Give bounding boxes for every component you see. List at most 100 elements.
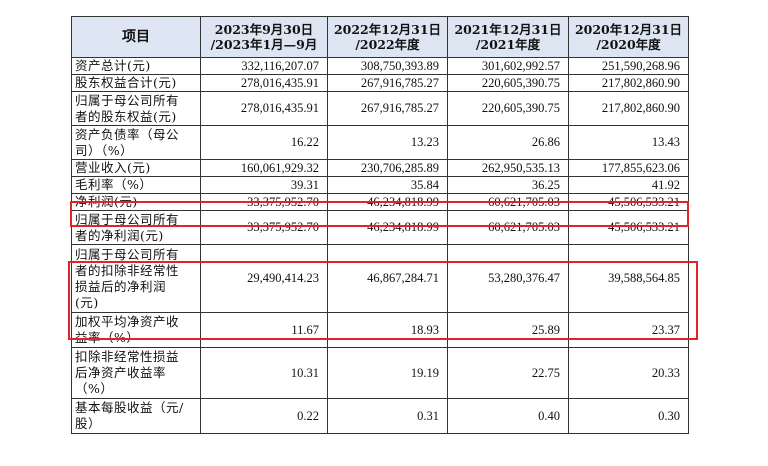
row-label-line: 归属于母公司所有 xyxy=(75,92,180,108)
row-label: 股东权益合计(元) xyxy=(71,74,201,92)
value-cell: 0.31 xyxy=(327,398,448,434)
value-cell: 46,234,818.99 xyxy=(327,193,448,211)
header-2021: 2021年12月31日/2021年度 xyxy=(447,16,569,58)
table-row: 资产负债率（母公 司）（%） 16.22 13.23 26.86 13.43 xyxy=(71,125,689,160)
table-row: 归属于母公司所有 者的扣除非经常性 损益后的净利润 (元) 29,490,414.23 4… xyxy=(71,244,689,313)
value-cell: 26.86 xyxy=(447,125,569,160)
row-label-line: 加权平均净资产收 xyxy=(75,314,180,329)
value-cell: 220,605,390.75 xyxy=(447,74,569,92)
row-label: 净利润(元) xyxy=(71,193,201,211)
table-row: 基本每股收益（元/股） 0.22 0.31 0.40 0.30 xyxy=(71,398,689,434)
value-cell: 36.25 xyxy=(447,176,569,194)
table-row: 净利润(元) 33,375,952.70 46,234,818.99 60,621,7… xyxy=(71,193,689,211)
row-label: 扣除非经常性损益 后净资产收益率 （%） xyxy=(71,347,201,399)
value-cell: 220,605,390.75 xyxy=(447,91,569,126)
value-cell: 45,506,533.21 xyxy=(568,193,689,211)
table-row: 归属于母公司所有 者的净利润(元) 33,375,952.70 46,234,818.… xyxy=(71,210,689,245)
value-cell: 29,490,414.23 xyxy=(200,244,328,313)
row-label-line: 司）（%） xyxy=(75,142,134,158)
row-label-line: 者的净利润(元) xyxy=(75,227,164,243)
value-cell: 20.33 xyxy=(568,347,689,399)
value-cell: 217,802,860.90 xyxy=(568,91,689,126)
row-label-line: 损益后的净利润 xyxy=(75,278,167,294)
row-label-line: 毛利率（%） xyxy=(75,177,153,193)
row-label-line: 净利润(元) xyxy=(75,194,138,210)
value-cell: 308,750,393.89 xyxy=(327,57,448,75)
value-cell: 22.75 xyxy=(447,347,569,399)
value-cell: 60,621,705.03 xyxy=(447,193,569,211)
header-row: 项目 2023年9月30日/2023年1月—9月 2022年12月31日/202… xyxy=(71,16,689,58)
value-cell: 19.19 xyxy=(327,347,448,399)
header-item: 项目 xyxy=(71,16,201,58)
value-cell: 60,621,705.03 xyxy=(447,210,569,245)
value-cell: 160,061,929.32 xyxy=(200,159,328,177)
value-cell: 230,706,285.89 xyxy=(327,159,448,177)
value-cell: 10.31 xyxy=(200,347,328,399)
value-cell: 39,588,564.85 xyxy=(568,244,689,313)
value-cell: 33,375,952.70 xyxy=(200,193,328,211)
value-cell: 11.67 xyxy=(200,312,328,348)
value-cell: 18.93 xyxy=(327,312,448,348)
table-row: 股东权益合计(元) 278,016,435.91 267,916,785.27 220… xyxy=(71,74,689,92)
row-label-line: 资产负债率（母公 xyxy=(75,126,180,142)
value-cell: 16.22 xyxy=(200,125,328,160)
row-label-line: 股东权益合计(元) xyxy=(75,75,177,91)
header-2023: 2023年9月30日/2023年1月—9月 xyxy=(200,16,328,58)
value-cell: 0.40 xyxy=(447,398,569,434)
row-label-line: (元) xyxy=(75,294,99,310)
value-cell: 46,867,284.71 xyxy=(327,244,448,313)
value-cell: 217,802,860.90 xyxy=(568,74,689,92)
value-cell: 251,590,268.96 xyxy=(568,57,689,75)
value-cell: 0.22 xyxy=(200,398,328,434)
row-label-line: 基本每股收益（元/ xyxy=(75,400,184,415)
value-cell: 13.23 xyxy=(327,125,448,160)
row-label: 资产总计(元) xyxy=(71,57,201,75)
value-cell: 25.89 xyxy=(447,312,569,348)
table-row: 营业收入(元) 160,061,929.32 230,706,285.89 262,9… xyxy=(71,159,689,177)
table-row: 加权平均净资产收 益率（%） 11.67 18.93 25.89 23.37 xyxy=(71,312,689,348)
value-cell: 301,602,992.57 xyxy=(447,57,569,75)
row-label-line: 扣除非经常性损益 xyxy=(75,349,180,364)
row-label-line: 者的扣除非经常性 xyxy=(75,262,180,278)
row-label-line: 股） xyxy=(75,416,102,431)
financial-table: 项目 2023年9月30日/2023年1月—9月 2022年12月31日/202… xyxy=(71,16,689,434)
value-cell: 267,916,785.27 xyxy=(327,91,448,126)
row-label: 加权平均净资产收 益率（%） xyxy=(71,312,201,348)
value-cell: 262,950,535.13 xyxy=(447,159,569,177)
table-row: 归属于母公司所有 者的股东权益(元) 278,016,435.91 267,916,7… xyxy=(71,91,689,126)
value-cell: 41.92 xyxy=(568,176,689,194)
row-label-line: 益率（%） xyxy=(75,330,140,345)
table-row: 扣除非经常性损益 后净资产收益率 （%） 10.31 19.19 22.75 20.33 xyxy=(71,347,689,399)
row-label: 归属于母公司所有 者的净利润(元) xyxy=(71,210,201,245)
row-label-line: 后净资产收益率 xyxy=(75,365,167,380)
row-label-line: （%） xyxy=(75,381,114,396)
header-2022: 2022年12月31日/2022年度 xyxy=(327,16,448,58)
row-label-line: 归属于母公司所有 xyxy=(75,246,180,262)
table-row: 毛利率（%） 39.31 35.84 36.25 41.92 xyxy=(71,176,689,194)
value-cell: 45,506,533.21 xyxy=(568,210,689,245)
row-label: 资产负债率（母公 司）（%） xyxy=(71,125,201,160)
row-label: 归属于母公司所有 者的扣除非经常性 损益后的净利润 (元) xyxy=(71,244,201,313)
value-cell: 46,234,818.99 xyxy=(327,210,448,245)
value-cell: 278,016,435.91 xyxy=(200,74,328,92)
value-cell: 332,116,207.07 xyxy=(200,57,328,75)
value-cell: 35.84 xyxy=(327,176,448,194)
row-label-line: 者的股东权益(元) xyxy=(75,108,177,124)
value-cell: 23.37 xyxy=(568,312,689,348)
row-label: 营业收入(元) xyxy=(71,159,201,177)
row-label: 毛利率（%） xyxy=(71,176,201,194)
header-2020: 2020年12月31日/2020年度 xyxy=(568,16,689,58)
value-cell: 53,280,376.47 xyxy=(447,244,569,313)
value-cell: 13.43 xyxy=(568,125,689,160)
row-label: 归属于母公司所有 者的股东权益(元) xyxy=(71,91,201,126)
table-row: 资产总计(元) 332,116,207.07 308,750,393.89 301,6… xyxy=(71,57,689,75)
value-cell: 278,016,435.91 xyxy=(200,91,328,126)
value-cell: 267,916,785.27 xyxy=(327,74,448,92)
row-label-line: 归属于母公司所有 xyxy=(75,211,180,227)
value-cell: 33,375,952.70 xyxy=(200,210,328,245)
value-cell: 177,855,623.06 xyxy=(568,159,689,177)
row-label-line: 资产总计(元) xyxy=(75,58,151,74)
row-label: 基本每股收益（元/股） xyxy=(71,398,201,434)
row-label-line: 营业收入(元) xyxy=(75,160,151,176)
value-cell: 39.31 xyxy=(200,176,328,194)
